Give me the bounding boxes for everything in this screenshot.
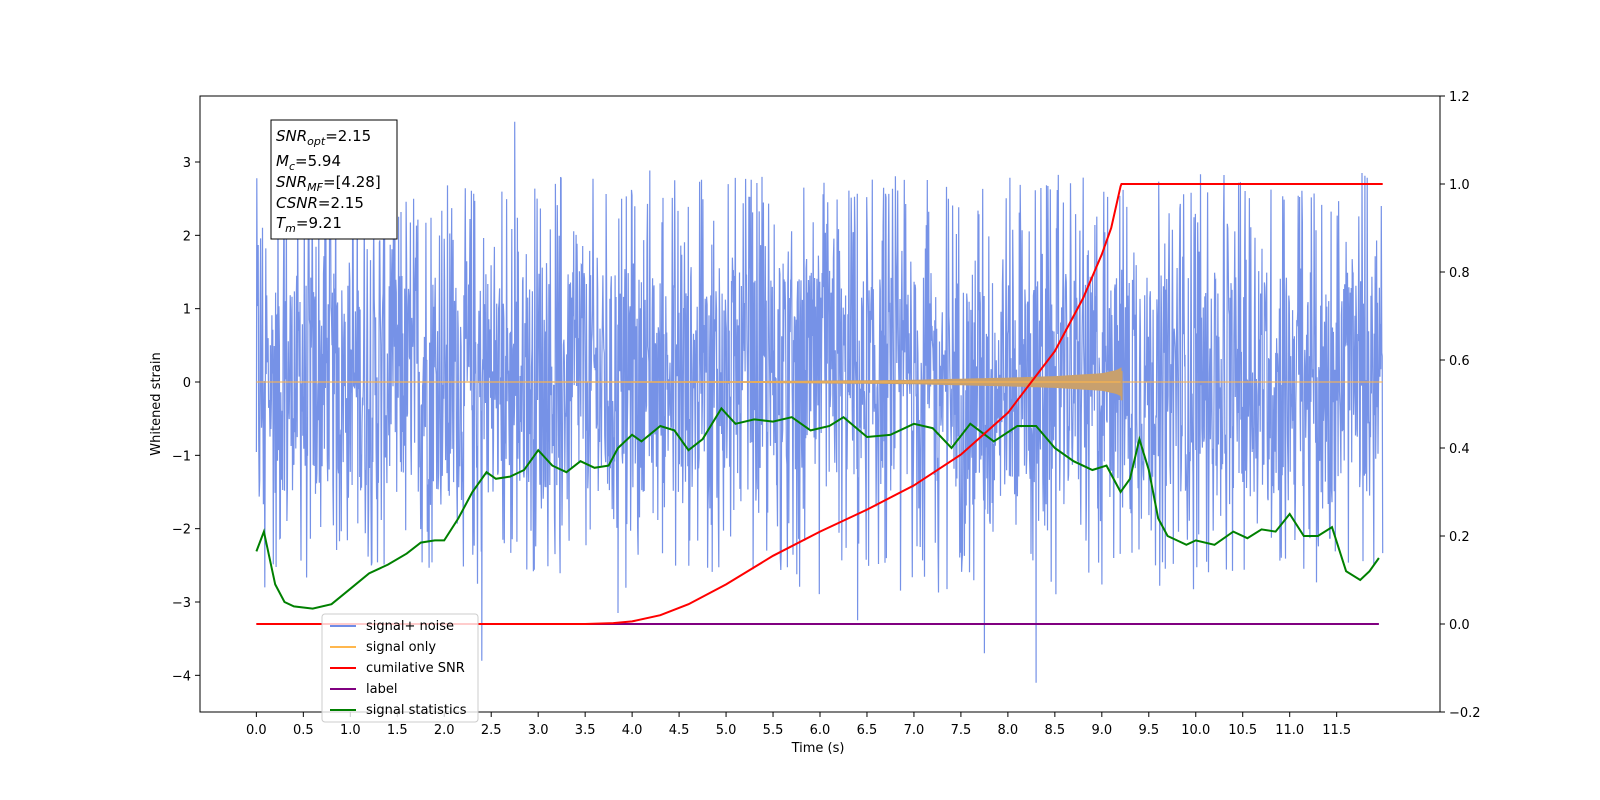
y-right-tick-label: 0.6 <box>1449 354 1470 369</box>
x-tick-label: 11.5 <box>1322 723 1351 738</box>
x-tick-label: 3.0 <box>528 723 549 738</box>
y-tick-label: 1 <box>183 303 191 318</box>
legend-label-signal-only: signal only <box>366 640 436 655</box>
x-tick-label: 6.5 <box>857 723 878 738</box>
snr-opt-text: SNRopt=2.15 <box>276 127 371 148</box>
y-right-tick-label: −0.2 <box>1449 706 1481 721</box>
signal-noise-series <box>255 121 1384 683</box>
x-tick-label: 4.0 <box>622 723 643 738</box>
y-tick-label: 2 <box>183 229 191 244</box>
x-tick-label: 2.5 <box>481 723 502 738</box>
y-tick-label: −4 <box>172 669 191 684</box>
x-tick-label: 0.0 <box>246 723 267 738</box>
y-tick-label: −3 <box>172 596 191 611</box>
merger-time-text: Tm=9.21 <box>276 214 342 235</box>
x-tick-label: 1.0 <box>340 723 361 738</box>
x-axis-ticks: 0.0 0.5 1.0 1.5 2.0 2.5 3.0 3.5 4.0 4.5 5.0 5.5 6.0 6… <box>246 712 1351 738</box>
x-tick-label: 1.5 <box>387 723 408 738</box>
legend-label-label: label <box>366 682 397 697</box>
signal-noise-line <box>255 121 1384 683</box>
signal-statistics-series <box>255 406 1380 610</box>
legend-frame <box>321 613 479 723</box>
x-tick-label: 3.5 <box>575 723 596 738</box>
csnr-text: CSNR=2.15 <box>276 194 364 212</box>
x-tick-label: 7.5 <box>951 723 972 738</box>
signal-only-series <box>256 367 1383 401</box>
y-right-tick-label: 1.2 <box>1449 90 1470 105</box>
y-right-tick-label: 0.0 <box>1449 618 1470 633</box>
info-box: SNRopt=2.15 Mc=5.94 SNRMF=[4.28] CSNR=2.… <box>270 119 398 240</box>
x-tick-label: 11.0 <box>1275 723 1304 738</box>
x-tick-label: 6.0 <box>810 723 831 738</box>
x-tick-label: 5.0 <box>716 723 737 738</box>
x-tick-label: 5.5 <box>763 723 784 738</box>
x-tick-label: 10.5 <box>1228 723 1257 738</box>
y-axis-label: Whitened strain <box>149 352 164 455</box>
x-tick-label: 4.5 <box>669 723 690 738</box>
legend-label-signal-noise: signal+ noise <box>366 619 454 634</box>
x-tick-label: 10.0 <box>1181 723 1210 738</box>
x-tick-label: 7.0 <box>904 723 925 738</box>
y-tick-label: −1 <box>172 449 191 464</box>
legend-label-cumulative-snr: cumilative SNR <box>366 661 465 676</box>
snr-mf-text: SNRMF=[4.28] <box>276 173 381 194</box>
legend-label-signal-statistics: signal statistics <box>366 703 467 718</box>
x-tick-label: 9.5 <box>1138 723 1159 738</box>
y-right-tick-label: 0.2 <box>1449 530 1470 545</box>
x-axis-label: Time (s) <box>791 741 845 756</box>
x-tick-label: 8.0 <box>998 723 1019 738</box>
y-tick-label: 3 <box>183 156 191 171</box>
chirp-mass-text: Mc=5.94 <box>276 152 341 173</box>
y-right-tick-label: 1.0 <box>1449 178 1470 193</box>
y-tick-label: −2 <box>172 523 191 538</box>
y-right-tick-label: 0.8 <box>1449 266 1470 281</box>
signal-statistics-line <box>255 406 1380 610</box>
cumulative-snr-series <box>256 183 1383 625</box>
y-axis-ticks: −4 −3 −2 −1 0 1 2 3 <box>172 156 200 684</box>
y-axis-right-ticks: −0.2 0.0 0.2 0.4 0.6 0.8 1.0 1.2 <box>1440 90 1481 721</box>
x-tick-label: 9.0 <box>1091 723 1112 738</box>
x-tick-label: 8.5 <box>1045 723 1066 738</box>
y-right-tick-label: 0.4 <box>1449 442 1470 457</box>
y-tick-label: 0 <box>183 376 191 391</box>
legend: signal+ noise signal only cumilative SNR… <box>321 613 479 723</box>
x-tick-label: 0.5 <box>293 723 314 738</box>
cumulative-snr-line <box>256 183 1383 625</box>
x-tick-label: 2.0 <box>434 723 455 738</box>
info-box-frame <box>270 119 398 240</box>
